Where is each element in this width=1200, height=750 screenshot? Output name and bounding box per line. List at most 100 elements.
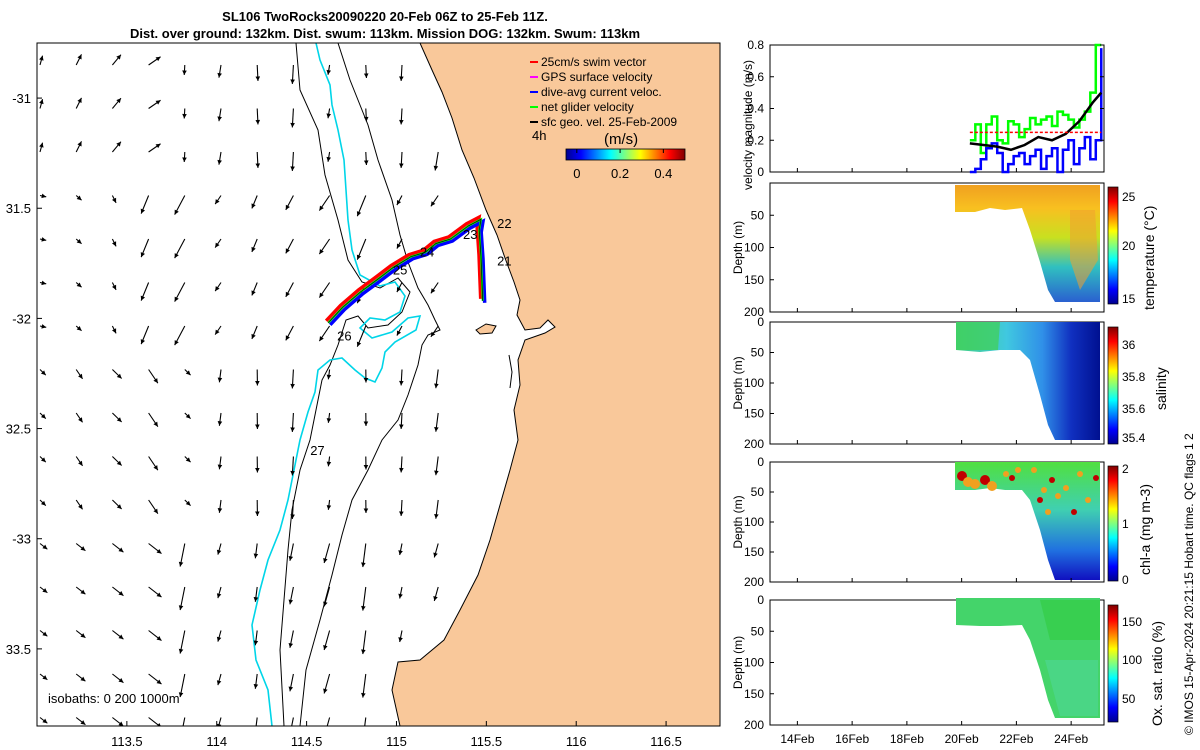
chla-section [955,462,1100,580]
oxygen-panel: 150 100 50 Ox. sat. ratio (%) [769,598,1165,726]
velocity-arrow [253,543,259,559]
velocity-arrow [140,325,150,345]
velocity-arrow [75,369,83,380]
track-day-label: 23 [463,227,477,242]
map-ytick-label: 31.5 [6,201,31,216]
oxygen-cbar-label: Ox. sat. ratio (%) [1149,621,1165,726]
map-xtick-label: 116 [566,734,587,749]
map-ytick-label: -33 [12,532,31,547]
velocity-arrow [396,325,403,336]
velocity-arrow [255,108,261,125]
isobaths-label: isobaths: 0 200 1000m [48,691,180,706]
velocity-arrow [398,586,403,599]
velocity-arrow [356,238,367,260]
land-mass [391,43,720,726]
chla-colorbar [1107,465,1119,582]
velocity-arrow [290,456,295,476]
salinity-section [956,322,1100,440]
depth-tick-label: 100 [744,376,764,390]
depth-tick-label: 150 [744,687,764,701]
velocity-arrow [112,673,124,684]
velocity-arrow [39,55,44,66]
velocity-arrow [148,456,159,471]
chart-title-line-1: SL106 TwoRocks20090220 20-Feb 06Z to 25-… [222,9,548,24]
oxygen-cbar-tick-100: 100 [1122,653,1142,667]
velocity-arrow [75,543,86,552]
velocity-arrow [174,325,186,346]
salinity-cbar-tick-35-8: 35.8 [1122,370,1146,384]
colorbar-title: (m/s) [604,131,638,148]
chla-point [1049,477,1055,483]
velocity-arrow [326,108,332,119]
velocity-arrow [323,673,331,694]
velocity-arrow [182,151,187,162]
velocity-arrow [216,586,222,599]
velocity-arrow [111,282,117,291]
velocity-arrow [318,195,331,211]
temperature-cbar-tick-15: 15 [1122,292,1136,306]
velocity-arrow [323,586,331,607]
velocity-arrow [363,369,369,383]
velocity-arrow [148,369,159,384]
chla-point [1093,475,1099,481]
depth-tick-label: 200 [744,437,764,451]
velocity-arrow [39,369,47,376]
velocity-arrow [290,64,295,84]
velocity-arrow [398,543,403,556]
velocity-arrow [433,151,439,171]
velocity-arrow [174,282,186,302]
oxygen-cbar-tick-50: 50 [1122,692,1136,706]
colorbar-ticks: 0 0.2 0.4 [573,149,672,181]
velocity-arrow [363,456,369,470]
oxygen-colorbar [1107,604,1119,723]
chla-point [1041,487,1047,493]
time-tick-label: 16Feb [835,732,869,746]
velocity-arrow [75,141,82,153]
time-tick-label: 14Feb [780,732,814,746]
oxygen-cbar-tick-150: 150 [1122,615,1142,629]
velocity-series-line [969,43,1102,155]
track-day-label: 25 [393,262,407,277]
velocity-arrow [75,499,83,510]
velocity-arrow [430,282,439,294]
velocity-arrow [318,238,331,255]
glider-track [324,214,487,326]
velocity-arrow [399,108,404,125]
velocity-arrow [148,499,159,514]
temperature-cbar-tick-20: 20 [1122,239,1136,253]
velocity-arrow [361,673,367,698]
velocity-arrow [214,282,222,292]
legend-label: net glider velocity [541,100,634,114]
chla-point [1031,467,1037,473]
velocity-arrow [111,54,122,66]
velocity-ytick-label: 0 [757,165,764,179]
velocity-arrow [216,543,222,555]
depth-axes: 50 100 150 200 Depth (m) 0 50 100 150 200 Depth (m… [731,208,774,732]
velocity-arrow [75,586,86,595]
velocity-arrow [111,141,122,153]
map-xtick-label: 115 [386,734,407,749]
oxygen-upper-patch [1040,600,1100,640]
velocity-arrow [363,499,369,514]
velocity-arrow [216,630,222,642]
velocity-arrow [39,193,47,199]
velocity-arrow [253,673,259,689]
velocity-ticks: 0 0.2 0.4 0.6 0.8 [747,38,1104,179]
velocity-arrow [255,456,260,473]
chla-point [1085,497,1091,503]
velocity-arrow [111,97,122,109]
depth-axis-label: Depth (m) [731,636,745,689]
depth-tick-label: 150 [744,545,764,559]
velocity-arrow [184,456,191,463]
velocity-arrow [255,717,258,726]
velocity-arrow [148,586,162,598]
velocity-series-line [969,91,1103,152]
track-day-label: 27 [310,443,324,458]
velocity-arrow [148,56,161,66]
depth-tick-label: 150 [744,407,764,421]
velocity-arrow [326,456,332,467]
depth-tick-label: 0 [757,455,764,469]
velocity-arrow [255,412,260,430]
